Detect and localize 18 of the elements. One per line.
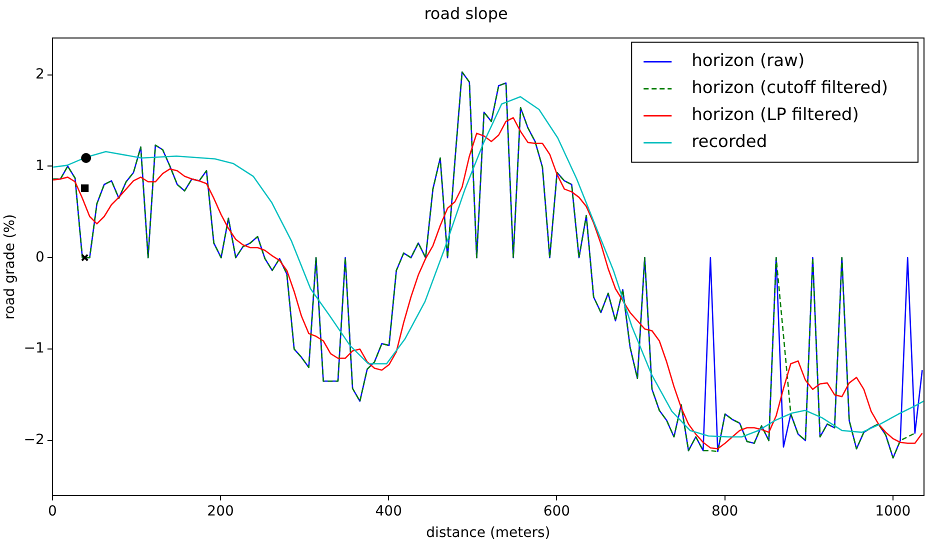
x-axis-title: distance (meters) (426, 525, 550, 542)
y-tick-label: 0 (36, 249, 44, 266)
x-tick-label: 600 (543, 503, 570, 520)
y-tick-label: 1 (36, 158, 44, 174)
legend-label: horizon (cutoff filtered) (692, 78, 888, 98)
x-tick-label: 1000 (875, 503, 911, 520)
y-tick-label: −1 (24, 340, 44, 357)
x-tick-label: 400 (375, 503, 402, 520)
y-axis-title: road grade (%) (2, 214, 18, 320)
y-tick-label: 2 (36, 66, 44, 82)
x-tick-label: 200 (207, 503, 234, 520)
chart-title: road slope (424, 4, 508, 23)
x-tick-label: 800 (711, 503, 738, 520)
legend-label: horizon (raw) (692, 51, 805, 72)
y-tick-label: −2 (24, 432, 44, 448)
x-tick-label: 0 (48, 503, 57, 520)
legend-label: recorded (692, 132, 768, 152)
legend-label: horizon (LP filtered) (692, 105, 859, 126)
